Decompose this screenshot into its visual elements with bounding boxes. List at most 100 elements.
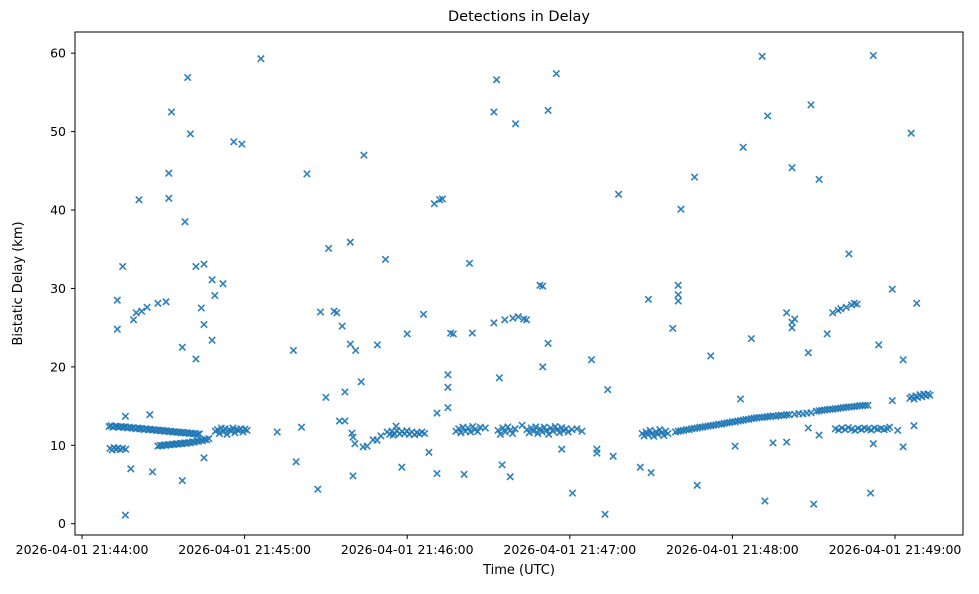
data-point-x-marker — [511, 120, 520, 128]
data-point-x-marker — [864, 401, 872, 410]
data-point-x-marker — [782, 438, 791, 446]
data-point-x-marker — [766, 412, 775, 421]
data-point-x-marker — [538, 282, 547, 290]
data-point-x-marker — [538, 363, 547, 371]
data-point-x-marker — [351, 346, 360, 355]
data-point-x-marker — [809, 500, 818, 508]
data-point-x-marker — [165, 194, 173, 203]
data-point-x-marker — [508, 429, 517, 438]
y-tick-label: 0 — [58, 516, 66, 531]
data-point-x-marker — [731, 442, 739, 450]
data-point-x-marker — [481, 424, 490, 432]
data-point-x-marker — [739, 143, 747, 152]
data-point-x-marker — [419, 310, 428, 319]
data-point-x-marker — [782, 410, 791, 419]
data-point-x-marker — [219, 279, 227, 288]
data-point-x-marker — [377, 432, 385, 440]
data-point-x-marker — [899, 443, 907, 451]
y-tick-label: 20 — [50, 359, 66, 374]
data-point-x-marker — [137, 307, 146, 315]
data-point-x-marker — [333, 309, 341, 317]
data-point-x-marker — [674, 290, 682, 299]
data-point-x-marker — [457, 428, 465, 437]
data-point-x-marker — [534, 429, 542, 438]
data-point-x-marker — [853, 300, 861, 308]
data-point-x-marker — [473, 427, 482, 436]
data-point-x-marker — [788, 163, 796, 172]
data-point-x-marker — [555, 428, 564, 437]
data-point-x-marker — [341, 417, 349, 425]
data-point-x-marker — [454, 425, 463, 433]
data-point-x-marker — [297, 423, 306, 431]
data-point-x-marker — [861, 401, 869, 410]
data-point-x-marker — [243, 426, 251, 435]
data-point-x-marker — [693, 481, 701, 490]
data-point-x-marker — [650, 432, 658, 441]
data-point-x-marker — [709, 421, 718, 430]
scatter-points — [105, 51, 934, 519]
data-point-x-marker — [430, 199, 439, 208]
data-point-x-marker — [197, 304, 206, 312]
data-point-x-marker — [747, 334, 756, 343]
data-point-x-marker — [398, 463, 406, 471]
data-point-x-marker — [460, 470, 468, 479]
data-point-x-marker — [349, 472, 357, 480]
data-point-x-marker — [677, 205, 685, 213]
data-point-x-marker — [360, 151, 368, 159]
data-point-x-marker — [593, 449, 601, 457]
data-point-x-marker — [910, 421, 918, 430]
data-point-x-marker — [200, 260, 208, 268]
data-point-x-marker — [549, 427, 557, 435]
data-point-x-marker — [509, 314, 517, 322]
data-point-x-marker — [121, 445, 130, 453]
data-point-x-marker — [444, 403, 452, 412]
data-point-x-marker — [888, 396, 897, 405]
data-point-x-marker — [200, 320, 208, 329]
data-point-x-marker — [316, 308, 325, 316]
data-point-x-marker — [614, 190, 623, 199]
data-point-x-marker — [335, 417, 344, 425]
data-point-x-marker — [736, 416, 745, 425]
data-point-x-marker — [351, 439, 359, 448]
data-point-x-marker — [769, 439, 777, 447]
data-point-x-marker — [788, 318, 796, 326]
data-point-x-marker — [788, 323, 796, 332]
data-point-x-marker — [129, 316, 138, 324]
data-point-x-marker — [807, 408, 815, 417]
data-point-x-marker — [148, 468, 157, 476]
data-point-x-marker — [121, 412, 130, 421]
data-point-x-marker — [186, 130, 195, 138]
data-point-x-marker — [433, 409, 441, 417]
data-point-x-marker — [912, 299, 921, 308]
data-point-x-marker — [466, 428, 475, 436]
data-point-x-marker — [842, 303, 850, 312]
data-point-x-marker — [869, 51, 878, 60]
data-point-x-marker — [907, 129, 915, 137]
data-point-x-marker — [154, 299, 162, 308]
data-point-x-marker — [544, 339, 552, 348]
data-point-x-marker — [564, 428, 572, 436]
data-point-x-marker — [601, 510, 609, 519]
data-point-x-marker — [121, 511, 130, 519]
x-axis-label: Time (UTC) — [482, 563, 555, 578]
data-point-x-marker — [495, 374, 504, 382]
data-point-x-marker — [229, 424, 237, 432]
data-point-x-marker — [664, 429, 672, 438]
data-point-x-marker — [893, 426, 902, 435]
data-point-x-marker — [690, 173, 699, 181]
data-point-x-marker — [132, 309, 140, 317]
data-point-x-marker — [837, 305, 845, 313]
data-point-x-marker — [324, 244, 333, 253]
x-tick-label: 2026-04-01 21:46:00 — [341, 542, 474, 557]
data-point-x-marker — [433, 469, 441, 478]
data-point-x-marker — [501, 428, 510, 436]
data-point-x-marker — [192, 355, 200, 363]
data-point-x-marker — [438, 195, 447, 203]
data-point-x-marker — [492, 76, 501, 84]
data-point-x-marker — [444, 370, 452, 379]
data-point-x-marker — [636, 463, 645, 471]
data-point-x-marker — [193, 430, 202, 439]
data-point-x-marker — [557, 445, 566, 453]
data-point-x-marker — [490, 319, 498, 327]
